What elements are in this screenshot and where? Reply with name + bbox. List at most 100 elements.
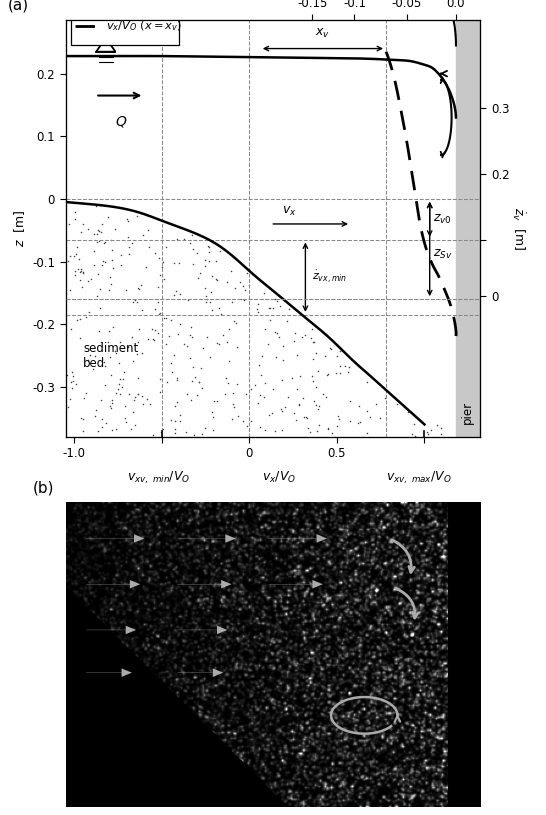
Point	[273, 295, 282, 308]
Point	[144, 240, 153, 253]
Point	[269, 383, 278, 396]
Point	[206, 296, 215, 309]
Point	[71, 205, 80, 218]
Point	[261, 423, 270, 436]
Point	[200, 253, 209, 267]
Point	[210, 394, 218, 408]
Point	[227, 413, 236, 426]
Point	[203, 240, 212, 253]
Point	[170, 289, 179, 302]
Point	[216, 244, 225, 258]
Point	[121, 412, 129, 425]
Point	[145, 398, 154, 411]
Point	[187, 374, 196, 387]
Point	[335, 359, 344, 372]
Point	[272, 350, 281, 363]
Point	[328, 426, 336, 439]
Point	[134, 336, 143, 349]
Point	[69, 369, 78, 382]
Point	[264, 301, 273, 314]
Point	[186, 236, 194, 249]
Point	[108, 394, 117, 407]
Point	[301, 411, 310, 424]
Point	[100, 360, 109, 373]
Point	[158, 255, 167, 268]
Point	[362, 426, 371, 439]
Point	[315, 418, 324, 431]
Point	[94, 224, 103, 237]
Text: pier: pier	[460, 401, 473, 425]
Point	[209, 423, 217, 436]
Point	[187, 331, 196, 344]
Point	[132, 347, 141, 360]
Point	[258, 350, 266, 363]
Point	[213, 336, 222, 349]
FancyArrow shape	[86, 580, 140, 588]
Point	[298, 330, 307, 343]
Point	[285, 302, 294, 315]
Point	[295, 399, 304, 412]
Point	[79, 425, 87, 438]
Point	[66, 284, 75, 297]
Point	[94, 234, 103, 247]
Point	[115, 356, 123, 369]
Point	[71, 265, 80, 278]
Point	[154, 327, 163, 340]
Point	[118, 372, 127, 385]
Point	[85, 305, 94, 318]
Point	[117, 258, 126, 271]
Point	[63, 400, 72, 413]
Point	[180, 337, 189, 350]
Point	[234, 410, 242, 423]
Point	[253, 306, 262, 319]
Point	[208, 405, 217, 418]
Point	[322, 390, 330, 403]
Point	[124, 231, 133, 244]
Point	[295, 397, 304, 410]
Point	[94, 324, 103, 337]
Point	[194, 376, 203, 389]
Point	[204, 254, 213, 267]
Point	[246, 383, 255, 396]
Point	[156, 425, 165, 438]
Point	[66, 393, 74, 406]
Point	[144, 333, 153, 346]
Point	[171, 422, 180, 435]
Point	[410, 417, 418, 430]
Point	[139, 397, 148, 410]
Point	[143, 393, 152, 406]
Point	[343, 366, 352, 379]
Point	[331, 367, 340, 380]
Point	[185, 351, 194, 364]
Point	[363, 404, 371, 417]
Point	[376, 411, 385, 424]
Point	[150, 333, 158, 346]
Point	[94, 424, 103, 437]
Point	[169, 256, 178, 269]
Point	[371, 397, 380, 410]
Point	[176, 408, 185, 421]
Point	[88, 362, 97, 375]
Point	[288, 371, 297, 384]
Point	[115, 377, 123, 390]
Point	[105, 271, 114, 284]
Point	[79, 218, 87, 231]
Point	[298, 391, 307, 404]
Point	[186, 394, 195, 407]
Point	[224, 323, 233, 336]
Text: sediment
bed: sediment bed	[83, 341, 138, 369]
Point	[324, 368, 333, 381]
Point	[92, 227, 101, 240]
Point	[81, 311, 90, 324]
Point	[130, 390, 139, 403]
Point	[84, 354, 93, 367]
Point	[98, 412, 106, 425]
Point	[134, 387, 143, 400]
Point	[271, 293, 280, 306]
Point	[313, 364, 322, 377]
Point	[67, 376, 75, 389]
Point	[102, 416, 110, 430]
Point	[188, 360, 197, 373]
Point	[277, 405, 286, 418]
Point	[293, 382, 301, 395]
